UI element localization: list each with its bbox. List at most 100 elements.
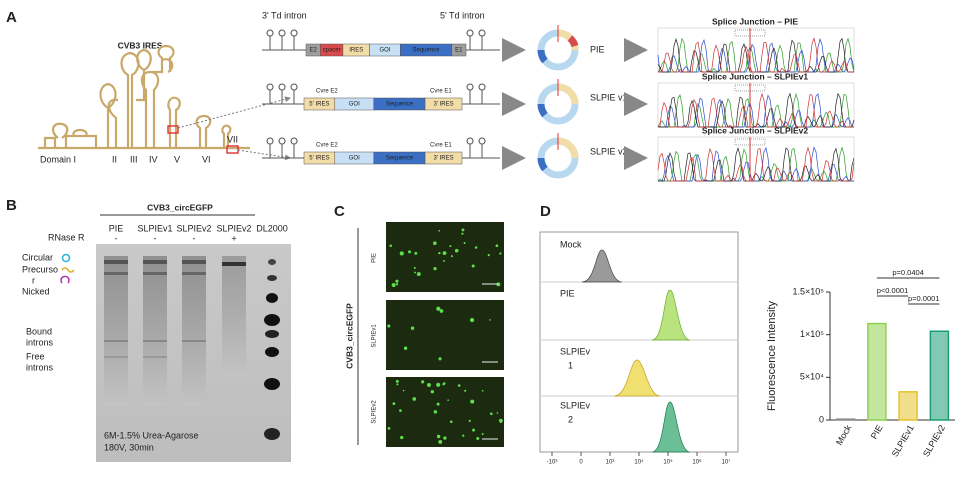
exon-tag: Cvre E2: [316, 143, 338, 149]
cell: [471, 264, 475, 268]
highlight-box: [167, 125, 179, 134]
x-tick-label: 10⁶: [692, 459, 702, 466]
segment-label: Sequence: [412, 48, 440, 54]
y-tick-label: 0: [819, 414, 824, 424]
segment-label: 3' IRES: [433, 102, 453, 108]
circle-label: SLPIE v1: [590, 92, 628, 102]
band-label: Circular: [22, 252, 53, 262]
histogram-peak: [581, 249, 623, 283]
domain-label: III: [130, 154, 138, 164]
x-tick-label: 10⁷: [722, 459, 731, 466]
junction-box: [734, 84, 766, 92]
junction-title: Splice Junction – SLPIEv2: [702, 125, 809, 135]
cell: [462, 434, 465, 437]
panel-label: C: [334, 203, 345, 220]
cell: [447, 399, 449, 401]
y-tick-label: 1.5×10⁵: [792, 286, 824, 296]
exon-tag: Cvre E1: [430, 143, 452, 149]
stem-loop: [478, 137, 486, 158]
cell: [399, 409, 402, 412]
domain-label: VI: [202, 154, 211, 164]
circ-segment: [557, 137, 579, 159]
x-tick-label: PIE: [869, 423, 885, 441]
x-tick-label: -10³: [547, 460, 558, 466]
chromatogram-trace: [657, 146, 855, 182]
cell: [470, 318, 475, 323]
band-icon: [60, 275, 70, 284]
gel-condition: 6M-1.5% Urea-Agarose: [104, 430, 199, 440]
stem-loop: [278, 29, 286, 50]
panel-label: A: [6, 9, 17, 26]
cell: [395, 379, 399, 383]
intron-label: 3' Td intron: [262, 10, 307, 20]
cell: [495, 244, 499, 248]
histogram-peak: [613, 359, 661, 397]
cell: [416, 272, 421, 276]
cell: [396, 383, 399, 386]
cell: [400, 435, 404, 440]
cell: [436, 434, 441, 439]
p-value: p=0.0001: [908, 294, 940, 303]
y-tick-label: 1×10⁵: [800, 329, 824, 339]
junction-box: [734, 138, 766, 146]
circle-label: SLPIE v2: [590, 146, 628, 156]
domain-label: II: [112, 154, 117, 164]
rnase-sign: -: [193, 233, 196, 243]
cell: [481, 432, 484, 435]
stem-loop: [266, 29, 274, 50]
dotted-arrow: [177, 96, 291, 129]
histogram-row: SLPIEv: [560, 400, 591, 410]
lane-label: SLPIEv2: [176, 223, 211, 233]
stem-loop: [278, 83, 286, 104]
segment-label: GOI: [379, 48, 390, 54]
junction-title: Splice Junction – PIE: [712, 16, 798, 26]
stem-loop: [478, 29, 486, 50]
stem-loop: [266, 137, 274, 158]
stem-loop: [290, 83, 298, 104]
x-tick-label: 0: [579, 460, 583, 466]
bar: [929, 330, 950, 421]
cell: [457, 384, 461, 387]
cell: [468, 419, 471, 423]
cell: [436, 382, 441, 387]
circle-label: PIE: [590, 44, 605, 54]
cell: [470, 399, 475, 404]
panel-label: D: [540, 203, 551, 220]
construct-segment: [424, 151, 463, 165]
band-label: Bound: [26, 326, 52, 336]
circ-segment: [567, 35, 579, 48]
cell: [442, 251, 447, 255]
cell: [399, 251, 404, 256]
cell: [454, 248, 459, 253]
cell: [443, 436, 447, 440]
micrograph: [386, 377, 504, 447]
lane-label: DL2000: [256, 223, 288, 233]
x-tick-label: Mock: [834, 423, 854, 447]
cell: [489, 412, 493, 416]
lane-label: SLPIEv1: [137, 223, 172, 233]
cell: [414, 271, 416, 274]
segment-label: Sequence: [386, 156, 414, 162]
cell: [438, 357, 442, 361]
circ-segment: [537, 103, 548, 118]
histogram-row: SLPIEv: [560, 346, 591, 356]
cell: [438, 229, 441, 232]
stem-loop: [266, 83, 274, 104]
cell: [439, 309, 444, 313]
chromatogram-frame: [657, 82, 855, 128]
micrograph: [386, 222, 504, 292]
cell: [433, 241, 437, 246]
junction-title: Splice Junction – SLPIEv1: [702, 71, 809, 81]
cell: [410, 326, 415, 330]
x-tick-label: 10⁵: [663, 459, 673, 466]
segment-label: E2: [310, 48, 318, 54]
cell: [499, 421, 502, 424]
row-label: SLPIEv1: [372, 324, 378, 348]
x-tick-label: SLPIEv2: [921, 423, 947, 458]
stem-loop: [290, 29, 298, 50]
band-label: Nicked: [22, 286, 50, 296]
segment-label: GOI: [349, 156, 360, 162]
cell: [464, 389, 467, 392]
dotted-arrow: [237, 149, 291, 161]
